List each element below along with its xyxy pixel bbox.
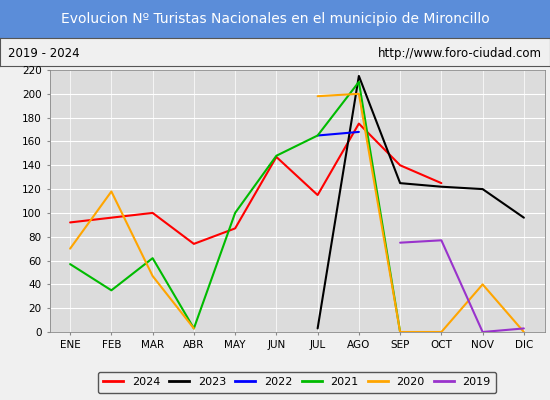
2021	[67, 262, 74, 266]
2021	[232, 210, 239, 215]
Line: 2022: 2022	[318, 132, 359, 136]
2024	[355, 121, 362, 126]
2023	[397, 181, 404, 186]
Text: 2019 - 2024: 2019 - 2024	[8, 47, 80, 60]
2021	[397, 330, 404, 334]
2022	[315, 133, 321, 138]
2024	[150, 210, 156, 215]
2024	[397, 163, 404, 168]
2020	[108, 189, 115, 194]
2024	[67, 220, 74, 225]
Line: 2023: 2023	[318, 76, 524, 328]
2024	[438, 181, 444, 186]
2024	[315, 193, 321, 198]
2024	[108, 215, 115, 220]
2021	[315, 133, 321, 138]
2021	[273, 153, 279, 158]
Line: 2024: 2024	[70, 124, 441, 244]
Legend: 2024, 2023, 2022, 2021, 2020, 2019: 2024, 2023, 2022, 2021, 2020, 2019	[98, 372, 496, 393]
2020	[67, 246, 74, 251]
2023	[315, 326, 321, 331]
Line: 2021: 2021	[70, 82, 400, 332]
2021	[190, 326, 197, 331]
Text: Evolucion Nº Turistas Nacionales en el municipio de Mironcillo: Evolucion Nº Turistas Nacionales en el m…	[60, 12, 490, 26]
2021	[150, 256, 156, 260]
2024	[232, 226, 239, 231]
2020	[190, 326, 197, 331]
2023	[355, 74, 362, 78]
Line: 2020: 2020	[70, 192, 194, 328]
2023	[438, 184, 444, 189]
2021	[108, 288, 115, 293]
2024	[273, 154, 279, 159]
2022	[355, 130, 362, 134]
2023	[520, 215, 527, 220]
2021	[355, 80, 362, 84]
2023	[479, 187, 486, 192]
2024	[190, 242, 197, 246]
Text: http://www.foro-ciudad.com: http://www.foro-ciudad.com	[378, 47, 542, 60]
2020	[150, 274, 156, 278]
